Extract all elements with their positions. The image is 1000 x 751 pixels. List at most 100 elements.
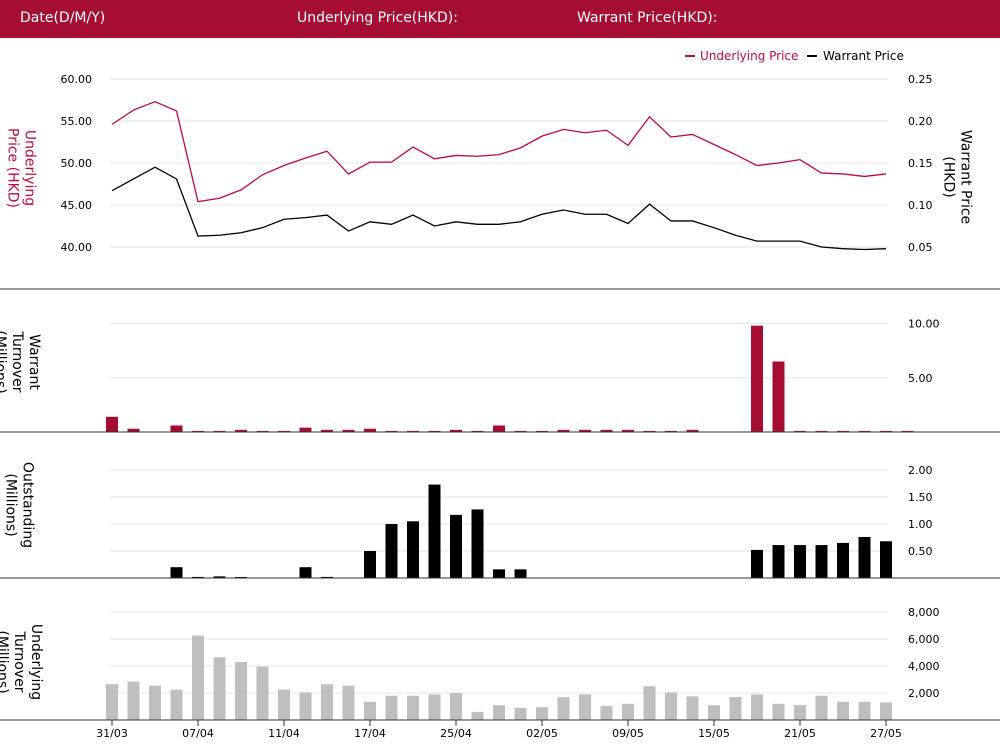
underlying-turnover-bar [450,693,462,720]
warrant-turnover-bar [536,430,548,432]
chart-header: Date(D/M/Y) Underlying Price(HKD): Warra… [0,0,1000,38]
warrant-turnover-bar [858,430,871,432]
right-axis-tick-label: 0.25 [908,73,933,86]
underlying-turnover-bar [342,685,355,720]
underlying-turnover-bar [149,685,161,720]
warrant-turnover-bar [579,429,591,432]
x-axis-tick-label: 21/05 [784,727,816,740]
warrant-turnover-bar [299,427,312,432]
x-axis-tick-label: 09/05 [612,727,644,740]
underlying-turnover-bar [127,681,140,720]
warrant-turnover-bar [643,430,656,432]
warrant-turnover-bar [256,430,269,432]
underlying-turnover-bar [536,707,548,720]
outstanding-bar [837,542,849,578]
warrant-turnover-bar [385,430,398,432]
warrant-turnover-axis-label-line: Turnover [9,331,25,393]
underlying-turnover-bar [729,697,742,720]
underlying-turnover-bar [299,692,312,720]
warrant-turnover-bar [622,429,634,432]
warrant-turnover-bar [278,430,290,432]
underlying-turnover-bar [256,666,269,720]
warrant-turnover-axis-label: WarrantTurnover(Millions) [0,330,42,393]
warrant-price-label: Warrant Price(HKD): [577,10,718,26]
warrant-turnover-bar [213,430,226,432]
underlying-turnover-tick-label: 8,000 [908,606,940,619]
outstanding-bar [407,521,419,578]
x-axis-tick-label: 07/04 [182,727,214,740]
outstanding-bar [170,567,183,578]
underlying-turnover-bar [385,695,398,720]
underlying-turnover-bar [514,707,527,720]
outstanding-bar [880,541,892,578]
left-axis-tick-label: 55.00 [61,115,93,128]
underlying-turnover-axis-label-line: Turnover [11,631,27,693]
underlying-price-axis-label-line: Underlying [22,130,38,206]
underlying-turnover-bar [643,686,656,720]
warrant-turnover-bar [364,428,376,432]
underlying-turnover-bar [407,695,419,720]
underlying-turnover-bar [858,701,871,720]
underlying-turnover-tick-label: 2,000 [908,687,940,700]
underlying-turnover-axis-label: UnderlyingTurnover(Millions) [0,624,44,700]
warrant-turnover-bar [192,430,204,432]
warrant-price-axis-label-line: Warrant Price [958,130,974,224]
outstanding-axis-label: Outstanding(Millions) [3,462,36,548]
underlying-turnover-bar [321,684,333,720]
underlying-turnover-bar [428,694,441,720]
x-axis-tick-label: 17/04 [354,727,386,740]
x-axis-tick-label: 25/04 [440,727,472,740]
outstanding-bar [192,576,204,578]
underlying-price-line [111,100,887,203]
outstanding-bar [450,514,462,578]
outstanding-bar [858,536,871,578]
warrant-turnover-bar [600,429,613,432]
warrant-price-axis-label: Warrant Price(HKD) [941,130,974,224]
warrant-turnover-bar [686,429,699,432]
warrant-turnover-bar [428,430,441,432]
x-axis-tick-label: 02/05 [526,727,558,740]
warrant-turnover-bar [557,429,570,432]
outstanding-bar [299,567,312,578]
underlying-turnover-bar [278,689,290,720]
outstanding-tick-label: 0.50 [908,545,933,558]
underlying-turnover-bar [364,701,376,720]
legend-warrant-label: Warrant Price [823,49,904,63]
warrant-turnover-bar [665,430,677,432]
warrant-chart: 60.00 0.25 55.00 0.20 50.00 0.15 45.00 0.10 40.0… [0,49,1000,740]
underlying-turnover-bar [213,657,226,720]
warrant-turnover-bar [772,361,785,432]
underlying-turnover-bar [686,696,699,720]
outstanding-bar [772,545,785,578]
outstanding-bar [514,569,527,578]
underlying-turnover-bar [880,702,892,720]
x-axis-tick-label: 27/05 [870,727,902,740]
outstanding-bar [794,545,806,578]
outstanding-tick-label: 2.00 [908,464,933,477]
outstanding-axis-label-line: (Millions) [3,473,19,536]
warrant-turnover-bar [815,430,828,432]
warrant-turnover-bar [471,430,484,432]
left-axis-tick-label: 60.00 [61,73,93,86]
outstanding-axis-label-line: Outstanding [20,462,36,548]
underlying-price-axis-label: UnderlyingPrice (HKD) [5,128,38,208]
underlying-turnover-bar [557,697,570,720]
warrant-turnover-bar [493,425,505,432]
x-axis-tick-label: 11/04 [268,727,300,740]
date-label: Date(D/M/Y) [20,10,106,26]
underlying-turnover-bar [192,635,204,720]
warrant-turnover-bar [751,325,763,432]
underlying-price-axis-label-line: Price (HKD) [5,128,21,208]
underlying-turnover-bar [708,705,720,720]
outstanding-bar [493,569,505,578]
warrant-turnover-tick-label: 10.00 [908,318,940,331]
left-axis-tick-label: 40.00 [61,241,93,254]
outstanding-bar [385,524,398,578]
warrant-turnover-axis-label-line: (Millions) [0,330,8,393]
underlying-turnover-bar [751,694,763,720]
outstanding-bar [751,549,763,578]
warrant-turnover-axis-label-line: Warrant [26,334,42,390]
warrant-turnover-tick-label: 5.00 [908,372,933,385]
legend-underlying-label: Underlying Price [700,49,798,63]
outstanding-tick-label: 1.50 [908,491,933,504]
